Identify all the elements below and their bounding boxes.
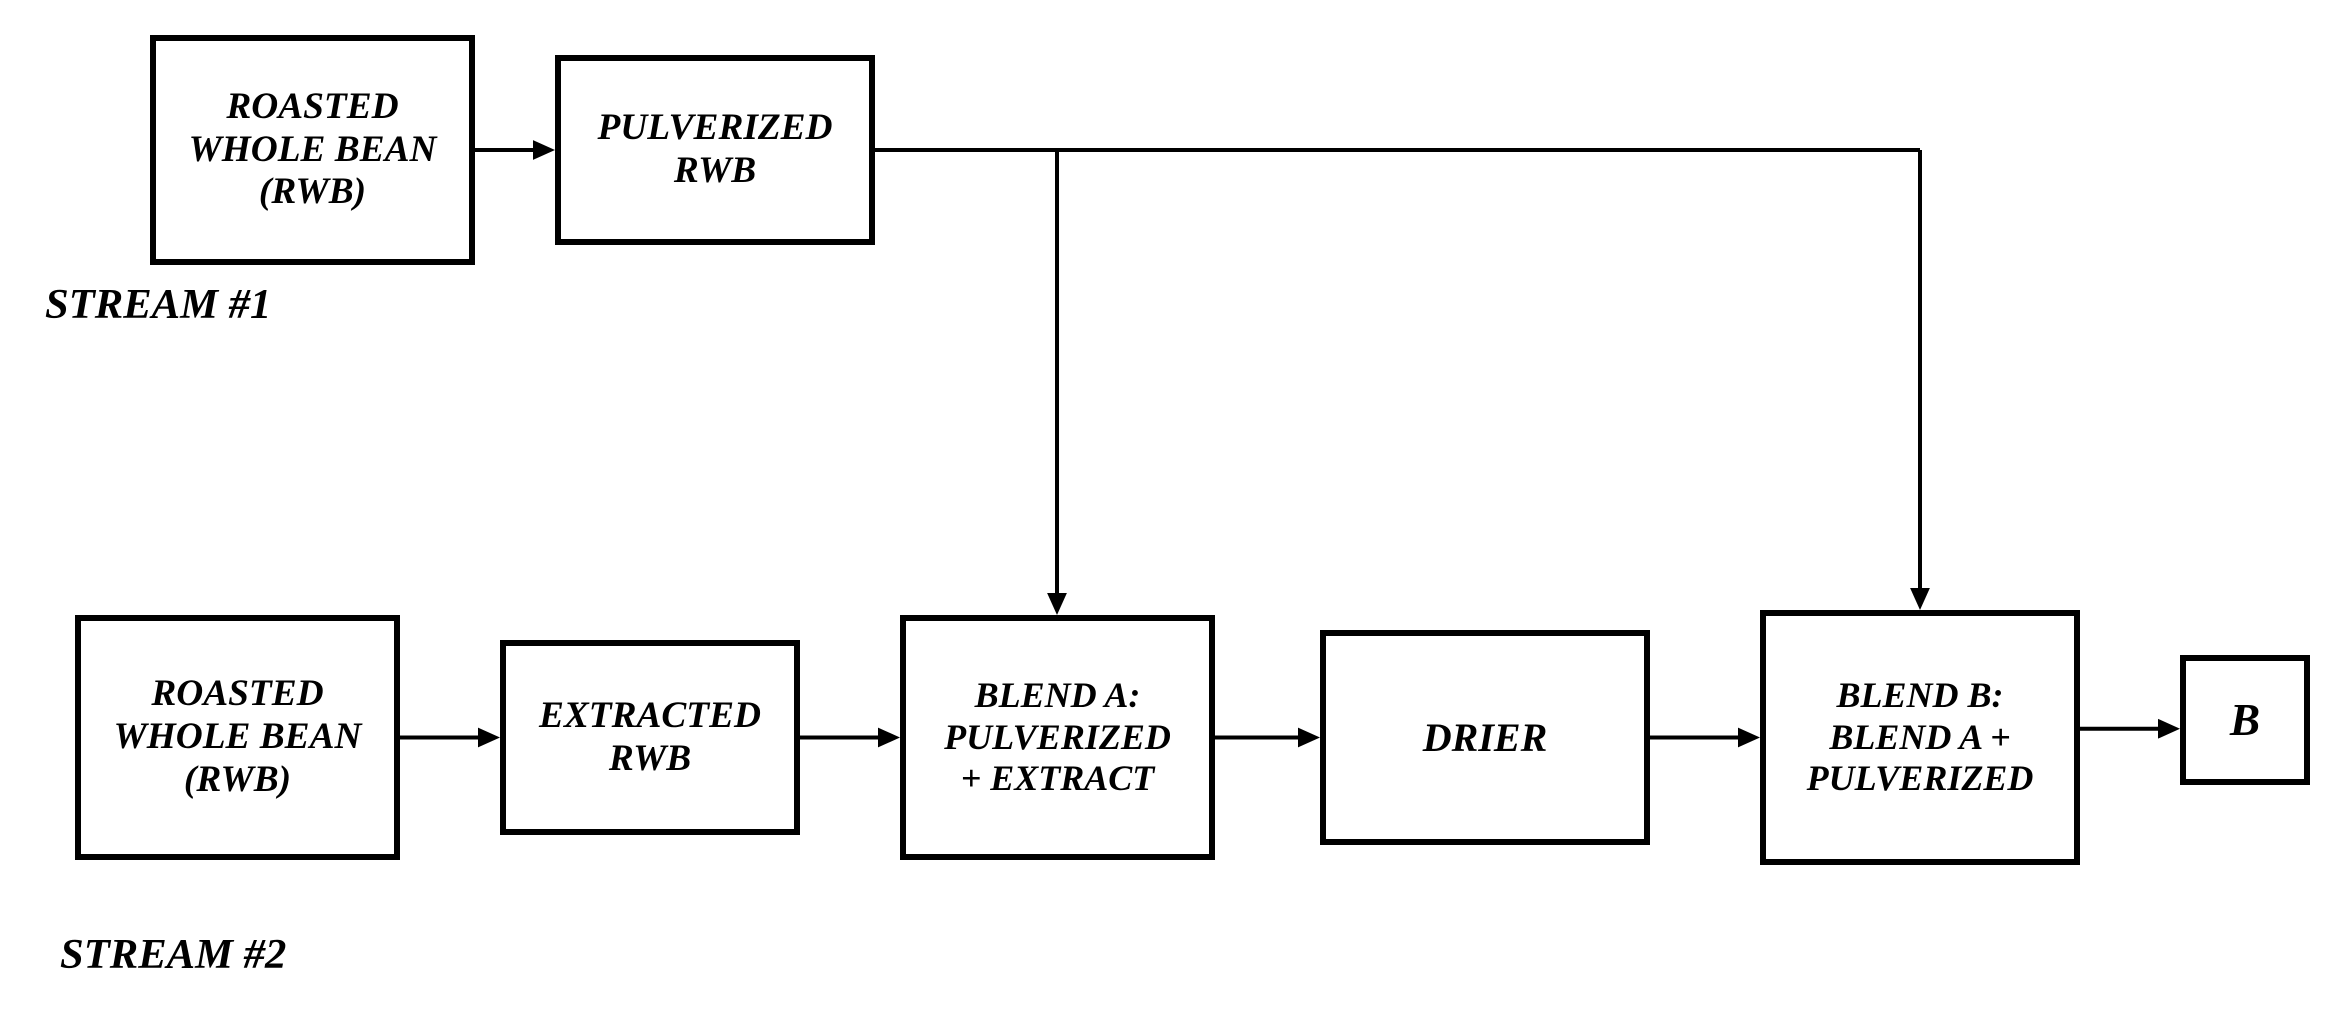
node-text-line: ROASTED xyxy=(226,86,398,129)
node-roasted-whole-bean-2: ROASTEDWHOLE BEAN(RWB) xyxy=(75,615,400,860)
node-text-line: B xyxy=(2230,694,2260,746)
node-text-line: WHOLE BEAN xyxy=(114,716,362,759)
node-text-line: BLEND B: xyxy=(1836,675,2003,716)
node-roasted-whole-bean-1: ROASTEDWHOLE BEAN(RWB) xyxy=(150,35,475,265)
node-text-line: WHOLE BEAN xyxy=(189,129,437,172)
node-blend-b: BLEND B:BLEND A +PULVERIZED xyxy=(1760,610,2080,865)
label-stream-2: STREAM #2 xyxy=(60,930,286,979)
node-text-line: PULVERIZED xyxy=(944,717,1171,758)
node-text-line: DRIER xyxy=(1423,715,1548,761)
node-blend-a: BLEND A:PULVERIZED+ EXTRACT xyxy=(900,615,1215,860)
node-text-line: ROASTED xyxy=(151,673,323,716)
node-extracted-rwb: EXTRACTEDRWB xyxy=(500,640,800,835)
node-drier: DRIER xyxy=(1320,630,1650,845)
node-b: B xyxy=(2180,655,2310,785)
label-stream-1: STREAM #1 xyxy=(45,280,271,329)
node-text-line: (RWB) xyxy=(184,759,291,802)
node-text-line: EXTRACTED xyxy=(539,695,761,738)
node-text-line: BLEND A + xyxy=(1829,717,2010,758)
node-text-line: BLEND A: xyxy=(975,675,1141,716)
node-pulverized-rwb: PULVERIZEDRWB xyxy=(555,55,875,245)
node-text-line: + EXTRACT xyxy=(961,758,1155,799)
node-text-line: PULVERIZED xyxy=(1807,758,2034,799)
node-text-line: RWB xyxy=(674,150,756,193)
node-text-line: RWB xyxy=(609,738,691,781)
node-text-line: PULVERIZED xyxy=(597,107,832,150)
node-text-line: (RWB) xyxy=(259,171,366,214)
